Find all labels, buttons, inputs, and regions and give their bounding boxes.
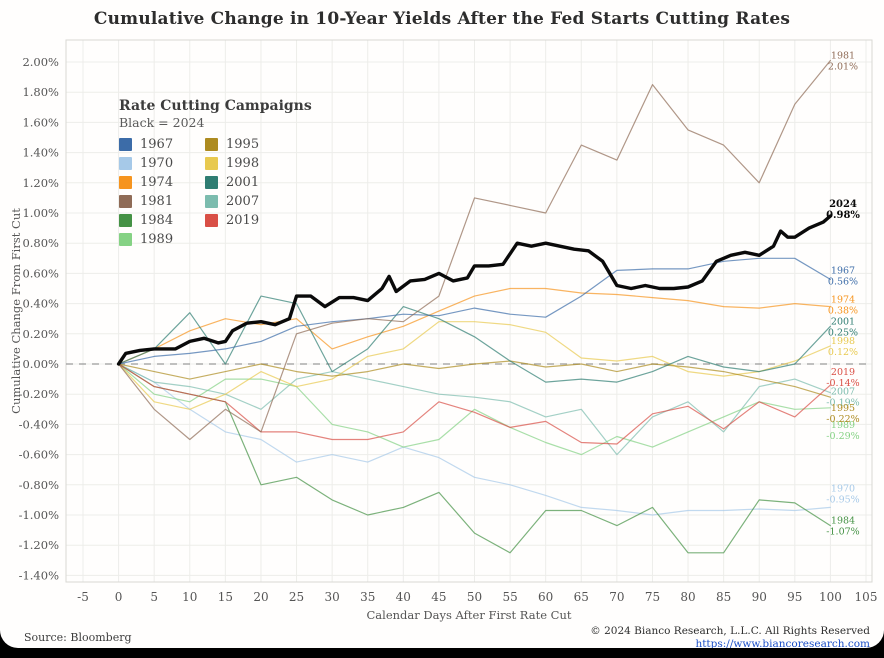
x-tick-label: 60 bbox=[538, 590, 553, 604]
y-tick-label: -0.40% bbox=[19, 417, 59, 431]
series-line-1981 bbox=[117, 59, 832, 441]
y-tick-label: -1.00% bbox=[19, 508, 59, 522]
series-line-1998 bbox=[117, 321, 832, 410]
copyright-text: © 2024 Bianco Research, L.L.C. All Right… bbox=[590, 625, 870, 637]
y-tick-label: 1.60% bbox=[22, 115, 59, 129]
y-tick-label: 2.00% bbox=[22, 55, 59, 69]
y-tick-label: 1.00% bbox=[22, 206, 59, 220]
footer-copyright-block: © 2024 Bianco Research, L.L.C. All Right… bbox=[590, 625, 870, 648]
x-tick-label: 30 bbox=[324, 590, 339, 604]
x-tick-label: -5 bbox=[77, 590, 89, 604]
chart-title: Cumulative Change in 10-Year Yields Afte… bbox=[93, 9, 791, 29]
series-line-1967 bbox=[117, 257, 832, 365]
x-tick-label: 80 bbox=[680, 590, 695, 604]
website-link[interactable]: https://www.biancoresearch.com bbox=[695, 638, 870, 648]
end-label-1989: 1989 -0.29% bbox=[826, 420, 859, 442]
series-line-2024 bbox=[116, 214, 833, 366]
x-tick-label: 50 bbox=[467, 590, 482, 604]
y-tick-label: 0.20% bbox=[22, 327, 59, 341]
y-tick-label: 0.80% bbox=[22, 236, 59, 250]
end-label-1974: 1974 0.38% bbox=[828, 295, 858, 317]
y-tick-label: -1.40% bbox=[19, 568, 59, 582]
x-tick-label: 55 bbox=[502, 590, 517, 604]
x-tick-label: 105 bbox=[855, 590, 878, 604]
end-label-2019: 2019 -0.14% bbox=[826, 367, 859, 389]
x-tick-label: 5 bbox=[150, 590, 158, 604]
series-line-1984 bbox=[117, 363, 832, 554]
x-axis-title: Calendar Days After First Rate Cut bbox=[366, 608, 571, 622]
plot-border bbox=[65, 39, 873, 583]
x-tick-label: 0 bbox=[115, 590, 123, 604]
end-label-2024: 2024 0.98% bbox=[826, 199, 860, 221]
end-label-2001: 2001 0.25% bbox=[828, 316, 858, 338]
y-axis-title: Cumulative Change From First Cut bbox=[9, 208, 23, 414]
x-tick-label: 70 bbox=[609, 590, 624, 604]
x-tick-label: 100 bbox=[819, 590, 842, 604]
x-tick-label: 85 bbox=[716, 590, 731, 604]
end-label-1967: 1967 0.56% bbox=[828, 265, 858, 287]
end-label-2007: 2007 -0.19% bbox=[826, 387, 859, 409]
series-line-1974 bbox=[117, 287, 832, 365]
end-label-1995: 1995 -0.22% bbox=[826, 403, 859, 425]
end-label-1998: 1998 0.12% bbox=[828, 336, 858, 358]
y-tick-label: -0.80% bbox=[19, 478, 59, 492]
series-line-2019 bbox=[117, 363, 832, 445]
series-line-1995 bbox=[117, 360, 832, 398]
y-tick-label: 0.60% bbox=[22, 266, 59, 280]
y-tick-label: 0.40% bbox=[22, 297, 59, 311]
end-label-1984: 1984 -1.07% bbox=[826, 516, 859, 538]
x-tick-label: 75 bbox=[645, 590, 660, 604]
y-tick-label: -0.60% bbox=[19, 448, 59, 462]
y-tick-label: 1.20% bbox=[22, 176, 59, 190]
footer-source: Source: Bloomberg bbox=[24, 631, 132, 644]
x-tick-label: 10 bbox=[182, 590, 197, 604]
x-tick-label: 25 bbox=[289, 590, 304, 604]
x-tick-label: 15 bbox=[218, 590, 233, 604]
x-tick-label: 35 bbox=[360, 590, 375, 604]
x-tick-label: 40 bbox=[396, 590, 411, 604]
y-tick-label: 0.00% bbox=[22, 357, 59, 371]
x-tick-label: 65 bbox=[574, 590, 589, 604]
y-tick-label: -1.20% bbox=[19, 538, 59, 552]
y-tick-label: 1.40% bbox=[22, 146, 59, 160]
y-tick-label: 1.80% bbox=[22, 85, 59, 99]
x-tick-label: 45 bbox=[431, 590, 446, 604]
plot-area: 2.00% 1.80% 1.60% 1.40% 1.20% 1.00% 0.80% 0.60%… bbox=[9, 39, 878, 622]
x-tick-label: 90 bbox=[752, 590, 767, 604]
end-label-1970: 1970 -0.95% bbox=[826, 483, 859, 505]
series-line-1970 bbox=[117, 363, 832, 516]
end-label-1981: 1981 2.01% bbox=[828, 50, 858, 72]
y-tick-label: -0.20% bbox=[19, 387, 59, 401]
series-line-2001 bbox=[117, 295, 832, 383]
x-tick-label: 95 bbox=[787, 590, 802, 604]
x-tick-label: 20 bbox=[253, 590, 268, 604]
